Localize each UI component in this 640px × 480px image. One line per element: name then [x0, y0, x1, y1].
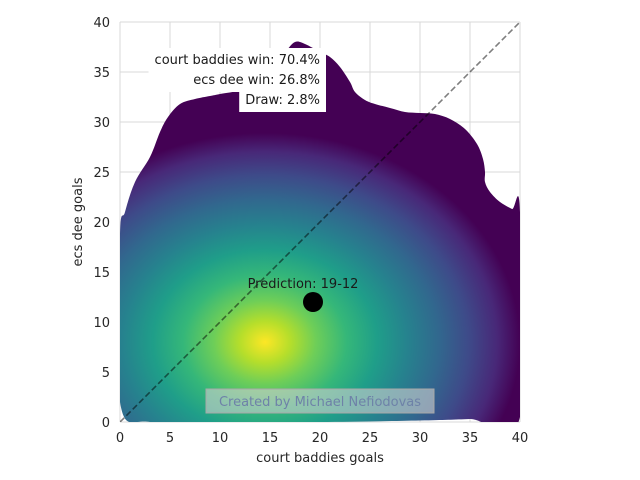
y-tick-label: 25 [93, 166, 110, 181]
density-area [120, 41, 520, 422]
y-tick-label: 5 [102, 366, 110, 381]
x-tick-label: 15 [262, 431, 279, 446]
prediction-point [303, 292, 323, 312]
x-axis-label: court baddies goals [256, 451, 384, 466]
watermark-text: Created by Michael Nefiodovas [219, 395, 421, 410]
outcome-probabilities: court baddies win: 70.4% ecs dee win: 26… [148, 48, 326, 112]
x-tick-label: 40 [512, 431, 529, 446]
y-tick-label: 35 [93, 66, 110, 81]
x-tick-label: 35 [462, 431, 479, 446]
x-axis: 0 5 10 15 20 25 30 35 40 [116, 431, 528, 446]
reference-line [120, 22, 520, 422]
ecs-dee-win-annotation: ecs dee win: 26.8% [193, 73, 320, 88]
x-tick-label: 10 [212, 431, 229, 446]
x-tick-label: 5 [166, 431, 174, 446]
y-axis-label: ecs dee goals [71, 177, 86, 266]
x-tick-label: 20 [312, 431, 329, 446]
court-baddies-win-annotation: court baddies win: 70.4% [155, 53, 320, 68]
watermark: Created by Michael Nefiodovas [205, 388, 435, 414]
x-tick-label: 25 [362, 431, 379, 446]
y-axis: 0 5 10 15 20 25 30 35 40 [93, 16, 110, 431]
x-tick-label: 30 [412, 431, 429, 446]
annotation-background [148, 48, 326, 92]
density-region [120, 41, 520, 422]
y-tick-label: 30 [93, 116, 110, 131]
y-tick-label: 0 [102, 416, 110, 431]
y-tick-label: 40 [93, 16, 110, 31]
y-tick-label: 10 [93, 316, 110, 331]
y-tick-label: 20 [93, 216, 110, 231]
x-tick-label: 0 [116, 431, 124, 446]
draw-annotation: Draw: 2.8% [245, 93, 320, 108]
prediction-label: Prediction: 19-12 [248, 277, 359, 292]
equal-score-line [120, 22, 520, 422]
y-tick-label: 15 [93, 266, 110, 281]
